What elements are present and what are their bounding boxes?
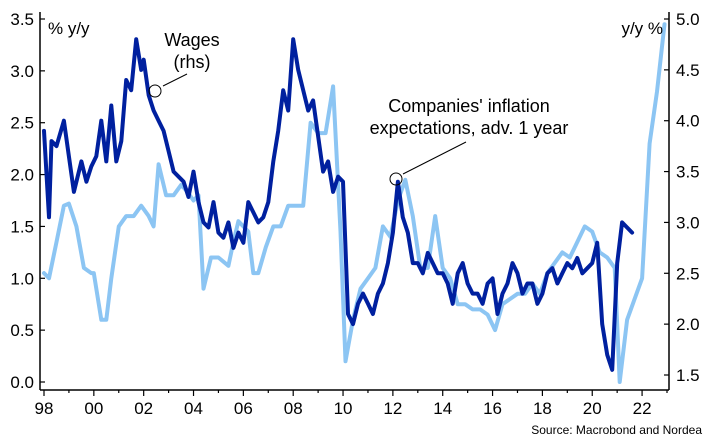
left-tick-label: 2.0	[10, 166, 34, 185]
x-tick-label: 98	[35, 399, 54, 418]
right-tick-label: 4.0	[676, 112, 700, 131]
x-tick-label: 12	[383, 399, 402, 418]
series-lines	[42, 22, 667, 384]
x-axis-ticks: 98 00 02 04 06 08 10 12 14 16 18 20 22	[35, 390, 668, 418]
right-axis-label: y/y %	[621, 19, 663, 38]
right-axis-ticks: 1.5 2.0 2.5 3.0 3.5 4.0 4.5 5.0	[664, 10, 700, 385]
annotation-text: Companies' inflation	[388, 96, 550, 116]
x-tick-label: 16	[483, 399, 502, 418]
x-tick-label: 18	[533, 399, 552, 418]
annotation-text: (rhs)	[174, 52, 211, 72]
x-tick-label: 20	[583, 399, 602, 418]
left-tick-label: 1.0	[10, 269, 34, 288]
right-tick-label: 3.5	[676, 163, 700, 182]
left-axis-ticks: 0.0 0.5 1.0 1.5 2.0 2.5 3.0 3.5	[10, 10, 45, 392]
annotation-text: Wages	[164, 30, 219, 50]
x-tick-label: 22	[633, 399, 652, 418]
right-tick-label: 3.0	[676, 213, 700, 232]
x-tick-label: 04	[184, 399, 203, 418]
x-tick-label: 10	[334, 399, 353, 418]
source-note: Source: Macrobond and Nordea	[531, 423, 702, 437]
annotations: Wages(rhs) Companies' inflationexpectatio…	[148, 30, 569, 186]
annotation-leader	[162, 73, 188, 87]
left-tick-label: 2.5	[10, 114, 34, 133]
annotation-marker	[148, 84, 162, 98]
left-tick-label: 3.0	[10, 62, 34, 81]
x-tick-label: 06	[234, 399, 253, 418]
left-axis-label: % y/y	[48, 19, 90, 38]
right-tick-label: 2.0	[676, 315, 700, 334]
series-line-expectations	[42, 22, 667, 384]
right-tick-label: 2.5	[676, 264, 700, 283]
left-tick-label: 0.5	[10, 321, 34, 340]
right-tick-label: 1.5	[676, 366, 700, 385]
left-tick-label: 1.5	[10, 217, 34, 236]
x-tick-label: 08	[284, 399, 303, 418]
series-line-wages	[42, 37, 635, 372]
x-tick-label: 02	[134, 399, 153, 418]
left-tick-label: 0.0	[10, 373, 34, 392]
x-tick-label: 00	[84, 399, 103, 418]
right-tick-label: 4.5	[676, 61, 700, 80]
annotation-marker	[389, 172, 403, 186]
annotation-text: expectations, adv. 1 year	[370, 118, 569, 138]
right-tick-label: 5.0	[676, 10, 700, 29]
annotation-leader	[402, 141, 467, 175]
left-tick-label: 3.5	[10, 10, 34, 29]
x-tick-label: 14	[433, 399, 452, 418]
